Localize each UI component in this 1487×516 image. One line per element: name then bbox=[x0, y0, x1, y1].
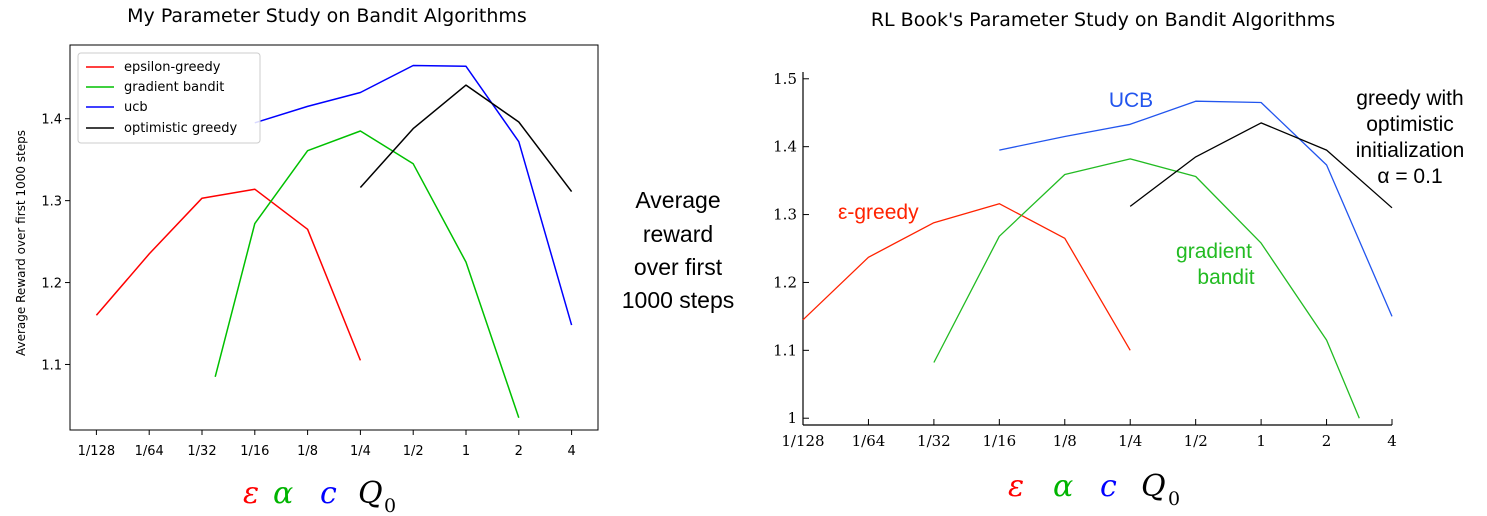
middle-caption-line-1: Average bbox=[635, 187, 720, 213]
y-tick-label: 1.5 bbox=[773, 70, 797, 88]
x-tick-label: 2 bbox=[1322, 432, 1332, 450]
x-tick-label: 1/32 bbox=[917, 432, 951, 450]
series-line-gradient-bandit bbox=[214, 130, 520, 418]
annotation-gradient-line-2: bandit bbox=[1197, 266, 1254, 289]
y-tick-label: 1.4 bbox=[41, 113, 62, 128]
symbol-epsilon: ε bbox=[1008, 469, 1024, 504]
annotation-epsilon-greedy: ε-greedy bbox=[838, 201, 919, 224]
symbol-q: Q bbox=[358, 476, 383, 511]
y-tick-label: 1.2 bbox=[773, 273, 797, 291]
y-tick-label: 1.4 bbox=[773, 138, 797, 156]
chart-left-plot-frame bbox=[69, 44, 599, 431]
y-tick-label: 1 bbox=[787, 409, 797, 427]
x-tick-label: 1 bbox=[462, 444, 470, 459]
chart-left-series bbox=[95, 64, 573, 418]
series-line-series-3 bbox=[1129, 122, 1393, 209]
x-tick-label: 1/16 bbox=[240, 444, 269, 459]
legend-label-ucb: ucb bbox=[124, 100, 148, 115]
middle-caption-line-2: reward bbox=[643, 221, 713, 247]
series-line-optimistic-greedy bbox=[359, 84, 573, 193]
x-tick-label: 1/16 bbox=[982, 432, 1016, 450]
annotation-gradient-line-1: gradient bbox=[1176, 240, 1252, 263]
chart-left-y-axis-label: Average Reward over first 1000 steps bbox=[14, 130, 28, 356]
legend-label-gradient-bandit: gradient bandit bbox=[124, 80, 224, 95]
series-line-series-2 bbox=[999, 100, 1393, 317]
chart-right: RL Book's Parameter Study on Bandit Algo… bbox=[773, 9, 1464, 510]
x-tick-label: 4 bbox=[567, 444, 575, 459]
x-tick-label: 1/32 bbox=[187, 444, 216, 459]
middle-caption-line-4: 1000 steps bbox=[622, 287, 735, 313]
annotation-ucb: UCB bbox=[1109, 89, 1153, 112]
annotation-greedy-line-2: optimistic bbox=[1366, 113, 1454, 136]
chart-left-legend: epsilon-greedy gradient bandit ucb optim… bbox=[77, 52, 261, 144]
x-tick-label: 4 bbox=[1387, 432, 1397, 450]
symbol-alpha: α bbox=[1053, 469, 1073, 504]
y-tick-label: 1.3 bbox=[773, 206, 797, 224]
legend-label-optimistic-greedy: optimistic greedy bbox=[124, 121, 238, 136]
chart-right-annotations: UCB greedy with optimistic initializatio… bbox=[838, 87, 1464, 289]
x-tick-label: 1/4 bbox=[1118, 432, 1142, 450]
annotation-greedy-line-4: α = 0.1 bbox=[1377, 165, 1442, 188]
y-tick-label: 1.3 bbox=[41, 195, 62, 210]
symbol-q: Q bbox=[1141, 469, 1166, 504]
y-tick-label: 1.2 bbox=[41, 277, 62, 292]
symbol-q-subscript: 0 bbox=[384, 495, 396, 516]
symbol-c: c bbox=[1100, 469, 1117, 504]
annotation-greedy-line-1: greedy with bbox=[1356, 87, 1463, 110]
x-tick-label: 1/4 bbox=[350, 444, 371, 459]
series-line-ucb bbox=[254, 64, 573, 326]
symbol-q-subscript: 0 bbox=[1168, 488, 1180, 510]
chart-right-series bbox=[802, 100, 1393, 419]
series-line-series-1 bbox=[933, 158, 1360, 419]
chart-left-x-ticks: 1/128 1/64 1/32 1/16 1/8 1/4 1/2 1 2 4 bbox=[78, 430, 576, 459]
middle-caption-line-3: over first bbox=[634, 254, 723, 280]
middle-caption: Average reward over first 1000 steps bbox=[622, 187, 735, 313]
annotation-greedy-line-3: initialization bbox=[1356, 139, 1465, 162]
chart-left-title: My Parameter Study on Bandit Algorithms bbox=[127, 5, 527, 27]
x-tick-label: 1/8 bbox=[1053, 432, 1077, 450]
chart-right-y-ticks: 1 1.1 1.2 1.3 1.4 1.5 bbox=[773, 70, 809, 427]
series-line-series-0 bbox=[802, 203, 1131, 351]
x-tick-label: 2 bbox=[515, 444, 523, 459]
legend-label-epsilon-greedy: epsilon-greedy bbox=[124, 60, 221, 75]
y-tick-label: 1.1 bbox=[773, 341, 797, 359]
symbol-c: c bbox=[320, 476, 337, 511]
chart-left-parameter-symbols: ε α c Q 0 bbox=[243, 476, 396, 516]
x-tick-label: 1/64 bbox=[135, 444, 164, 459]
x-tick-label: 1/128 bbox=[781, 432, 824, 450]
x-tick-label: 1/128 bbox=[78, 444, 115, 459]
series-line-epsilon-greedy bbox=[95, 188, 362, 361]
chart-right-title: RL Book's Parameter Study on Bandit Algo… bbox=[871, 9, 1335, 31]
x-tick-label: 1/64 bbox=[852, 432, 886, 450]
symbol-alpha: α bbox=[273, 476, 293, 511]
x-tick-label: 1/2 bbox=[1184, 432, 1208, 450]
x-tick-label: 1 bbox=[1256, 432, 1266, 450]
chart-left-y-ticks: 1.1 1.2 1.3 1.4 bbox=[41, 113, 70, 373]
legend-box bbox=[77, 52, 261, 144]
x-tick-label: 1/2 bbox=[403, 444, 424, 459]
chart-right-parameter-symbols: ε α c Q 0 bbox=[1008, 469, 1180, 510]
y-tick-label: 1.1 bbox=[41, 358, 62, 373]
chart-right-x-ticks: 1/128 1/64 1/32 1/16 1/8 1/4 1/2 1 2 4 bbox=[781, 419, 1397, 450]
symbol-epsilon: ε bbox=[243, 476, 259, 511]
x-tick-label: 1/8 bbox=[297, 444, 318, 459]
chart-left: My Parameter Study on Bandit Algorithms … bbox=[14, 5, 599, 516]
